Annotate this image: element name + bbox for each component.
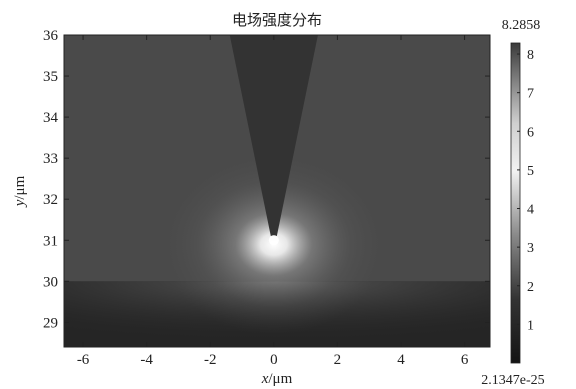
y-tick-label: 33 <box>43 151 58 167</box>
colorbar-tick-label: 8 <box>527 48 534 63</box>
plot-frame <box>63 34 491 348</box>
x-tick-label: -6 <box>77 352 90 368</box>
colorbar-tick-label: 1 <box>527 318 534 333</box>
y-tick-label: 30 <box>43 274 58 290</box>
plot-area <box>64 35 490 347</box>
y-tick-label: 32 <box>43 192 58 208</box>
x-tick-label: -2 <box>204 352 217 368</box>
colorbar-min-label: 2.1347e-25 <box>481 373 544 388</box>
x-axis-label: x/μm <box>261 371 293 387</box>
y-tick-label: 29 <box>43 315 58 331</box>
colorbar-max-label: 8.2858 <box>502 18 541 33</box>
chart-title: 电场强度分布 <box>232 11 322 29</box>
x-tick-label: 0 <box>270 352 278 368</box>
colorbar-ticks: 1 2 3 4 5 6 7 8 <box>517 48 534 333</box>
x-tick-label: 2 <box>334 352 342 368</box>
colorbar-tick-label: 6 <box>527 125 534 140</box>
x-tick-label: -4 <box>140 352 153 368</box>
x-tick-label: 6 <box>461 352 469 368</box>
colorbar-tick-label: 2 <box>527 280 534 295</box>
y-axis-label: y/μm <box>12 175 28 208</box>
x-axis: -6 -4 -2 0 2 4 6 <box>77 35 469 368</box>
probe-tip <box>229 35 318 237</box>
y-tick-label: 35 <box>43 69 58 85</box>
colorbar-gradient <box>510 42 521 364</box>
y-axis: 29 30 31 32 33 34 35 36 <box>43 28 490 331</box>
tip-apex-glow <box>268 235 279 246</box>
colorbar: 1 2 3 4 5 6 7 8 8.2858 2.1347e-25 <box>481 18 544 388</box>
colorbar-tick-label: 5 <box>527 164 534 179</box>
colorbar-tick-label: 4 <box>527 203 534 218</box>
y-tick-label: 36 <box>43 28 59 44</box>
colorbar-tick-label: 7 <box>527 87 534 102</box>
colorbar-tick-label: 3 <box>527 241 534 256</box>
y-tick-label: 31 <box>43 233 58 249</box>
x-tick-label: 4 <box>397 352 405 368</box>
y-tick-label: 34 <box>43 110 59 126</box>
